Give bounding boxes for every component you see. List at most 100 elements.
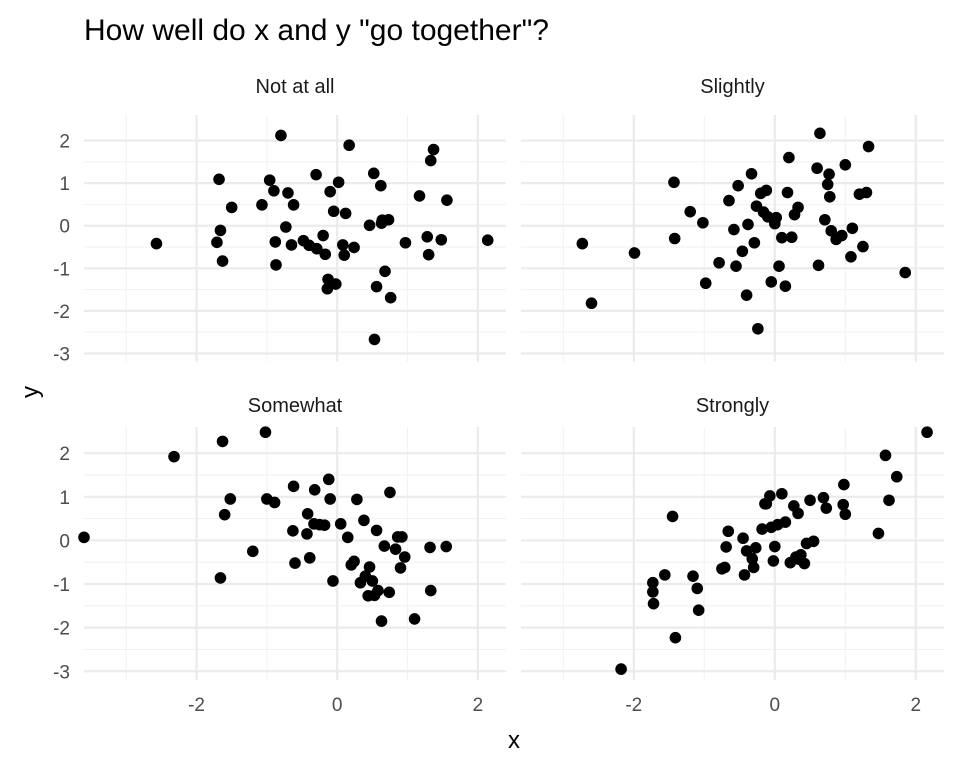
scatter-point [321, 282, 334, 295]
scatter-point [666, 510, 679, 523]
scatter-point [375, 179, 387, 192]
scatter-point [804, 494, 816, 507]
scatter-point [730, 260, 742, 272]
scatter-point [585, 297, 598, 310]
scatter-point [394, 562, 407, 574]
scatter-point [256, 199, 268, 211]
scatter-point [722, 525, 735, 538]
scatter-point [720, 541, 732, 553]
scatter-point [270, 259, 282, 271]
scatter-point [287, 525, 299, 537]
y-tick-label: -3 [53, 344, 70, 365]
x-tick-label: 2 [911, 695, 922, 716]
scatter-point [287, 199, 300, 211]
scatter-point [216, 255, 229, 267]
scatter-point [839, 508, 852, 521]
scatter-point [341, 531, 354, 544]
scatter-point [837, 498, 849, 511]
scatter-point [275, 129, 287, 142]
scatter-point [319, 248, 332, 261]
scatter-point [825, 225, 837, 237]
scatter-point [327, 205, 340, 218]
scatter-point [216, 435, 229, 448]
scatter-point [776, 487, 788, 500]
facet-panel: Somewhat -3 -2 -1 0 1 2 -2 0 2 [53, 395, 506, 716]
scatter-point [322, 473, 335, 486]
scatter-point [348, 555, 360, 568]
scatter-point [363, 219, 376, 232]
scatter-point [214, 224, 227, 237]
scatter-point [375, 615, 388, 627]
scatter-point [628, 247, 641, 259]
scatter-point [817, 491, 830, 504]
scatter-point [338, 249, 351, 261]
scatter-point [327, 575, 339, 587]
scatter-point [765, 276, 778, 288]
x-tick-label: -2 [625, 695, 642, 716]
scatter-point [792, 507, 804, 520]
x-tick-label: 0 [770, 695, 781, 716]
scatter-point [413, 190, 426, 202]
scatter-point [756, 523, 768, 535]
scatter-point [883, 494, 895, 507]
scatter-point [776, 231, 788, 244]
scatter-point [372, 584, 384, 597]
x-tick-label: 2 [473, 695, 484, 716]
scatter-point [324, 185, 336, 198]
scatter-point [317, 229, 329, 242]
facet-panel: Slightly [521, 76, 944, 362]
scatter-point [745, 167, 758, 180]
scatter-point [348, 241, 360, 254]
scatter-point [879, 449, 892, 462]
scatter-point [259, 426, 272, 439]
scatter-point [218, 508, 231, 521]
scatter-point [282, 187, 294, 199]
scatter-point [318, 519, 331, 531]
scatter-point [378, 540, 391, 552]
scatter-point [363, 561, 376, 573]
scatter-point [899, 266, 912, 279]
scatter-point [343, 139, 355, 152]
scatter-point [213, 173, 225, 186]
scatter-point [807, 535, 820, 548]
scatter-point [287, 480, 300, 493]
scatter-point [821, 178, 834, 191]
scatter-point [792, 201, 804, 214]
scatter-point [823, 168, 835, 180]
scatter-point [781, 186, 794, 199]
scatter-point [823, 190, 836, 203]
scatter-point [839, 159, 852, 171]
scatter-point [576, 237, 589, 250]
scatter-point [845, 251, 857, 263]
scatter-point [383, 586, 396, 599]
scatter-point [647, 597, 660, 610]
y-tick-label: -1 [53, 575, 70, 596]
scatter-point [427, 143, 440, 156]
scatter-point [441, 194, 453, 206]
y-tick-label: 2 [59, 132, 70, 153]
scatter-point [440, 540, 453, 553]
scatter-point [713, 256, 725, 269]
scatter-point [370, 280, 383, 293]
facet-panel: Strongly -2 0 2 [521, 395, 944, 716]
y-tick-label: 0 [59, 531, 70, 552]
scatter-point [285, 239, 298, 251]
facet-panel: Not at all -3 -2 -1 0 1 2 [53, 76, 506, 365]
scatter-point [647, 576, 659, 589]
scatter-point [339, 207, 352, 220]
scatter-point [699, 277, 712, 290]
scatter-point [224, 493, 237, 505]
scatter-point [261, 493, 273, 505]
scatter-point [389, 543, 402, 555]
scatter-point [760, 184, 773, 197]
scatter-point [358, 514, 370, 527]
scatter-point [424, 154, 437, 167]
scatter-point [760, 497, 773, 510]
x-tick-label: 0 [332, 695, 343, 716]
scatter-point [736, 245, 749, 258]
y-tick-label: -3 [53, 662, 70, 683]
scatter-point [280, 221, 292, 233]
scatter-point [691, 582, 704, 595]
scatter-point [684, 205, 696, 218]
scatter-point [408, 613, 421, 625]
